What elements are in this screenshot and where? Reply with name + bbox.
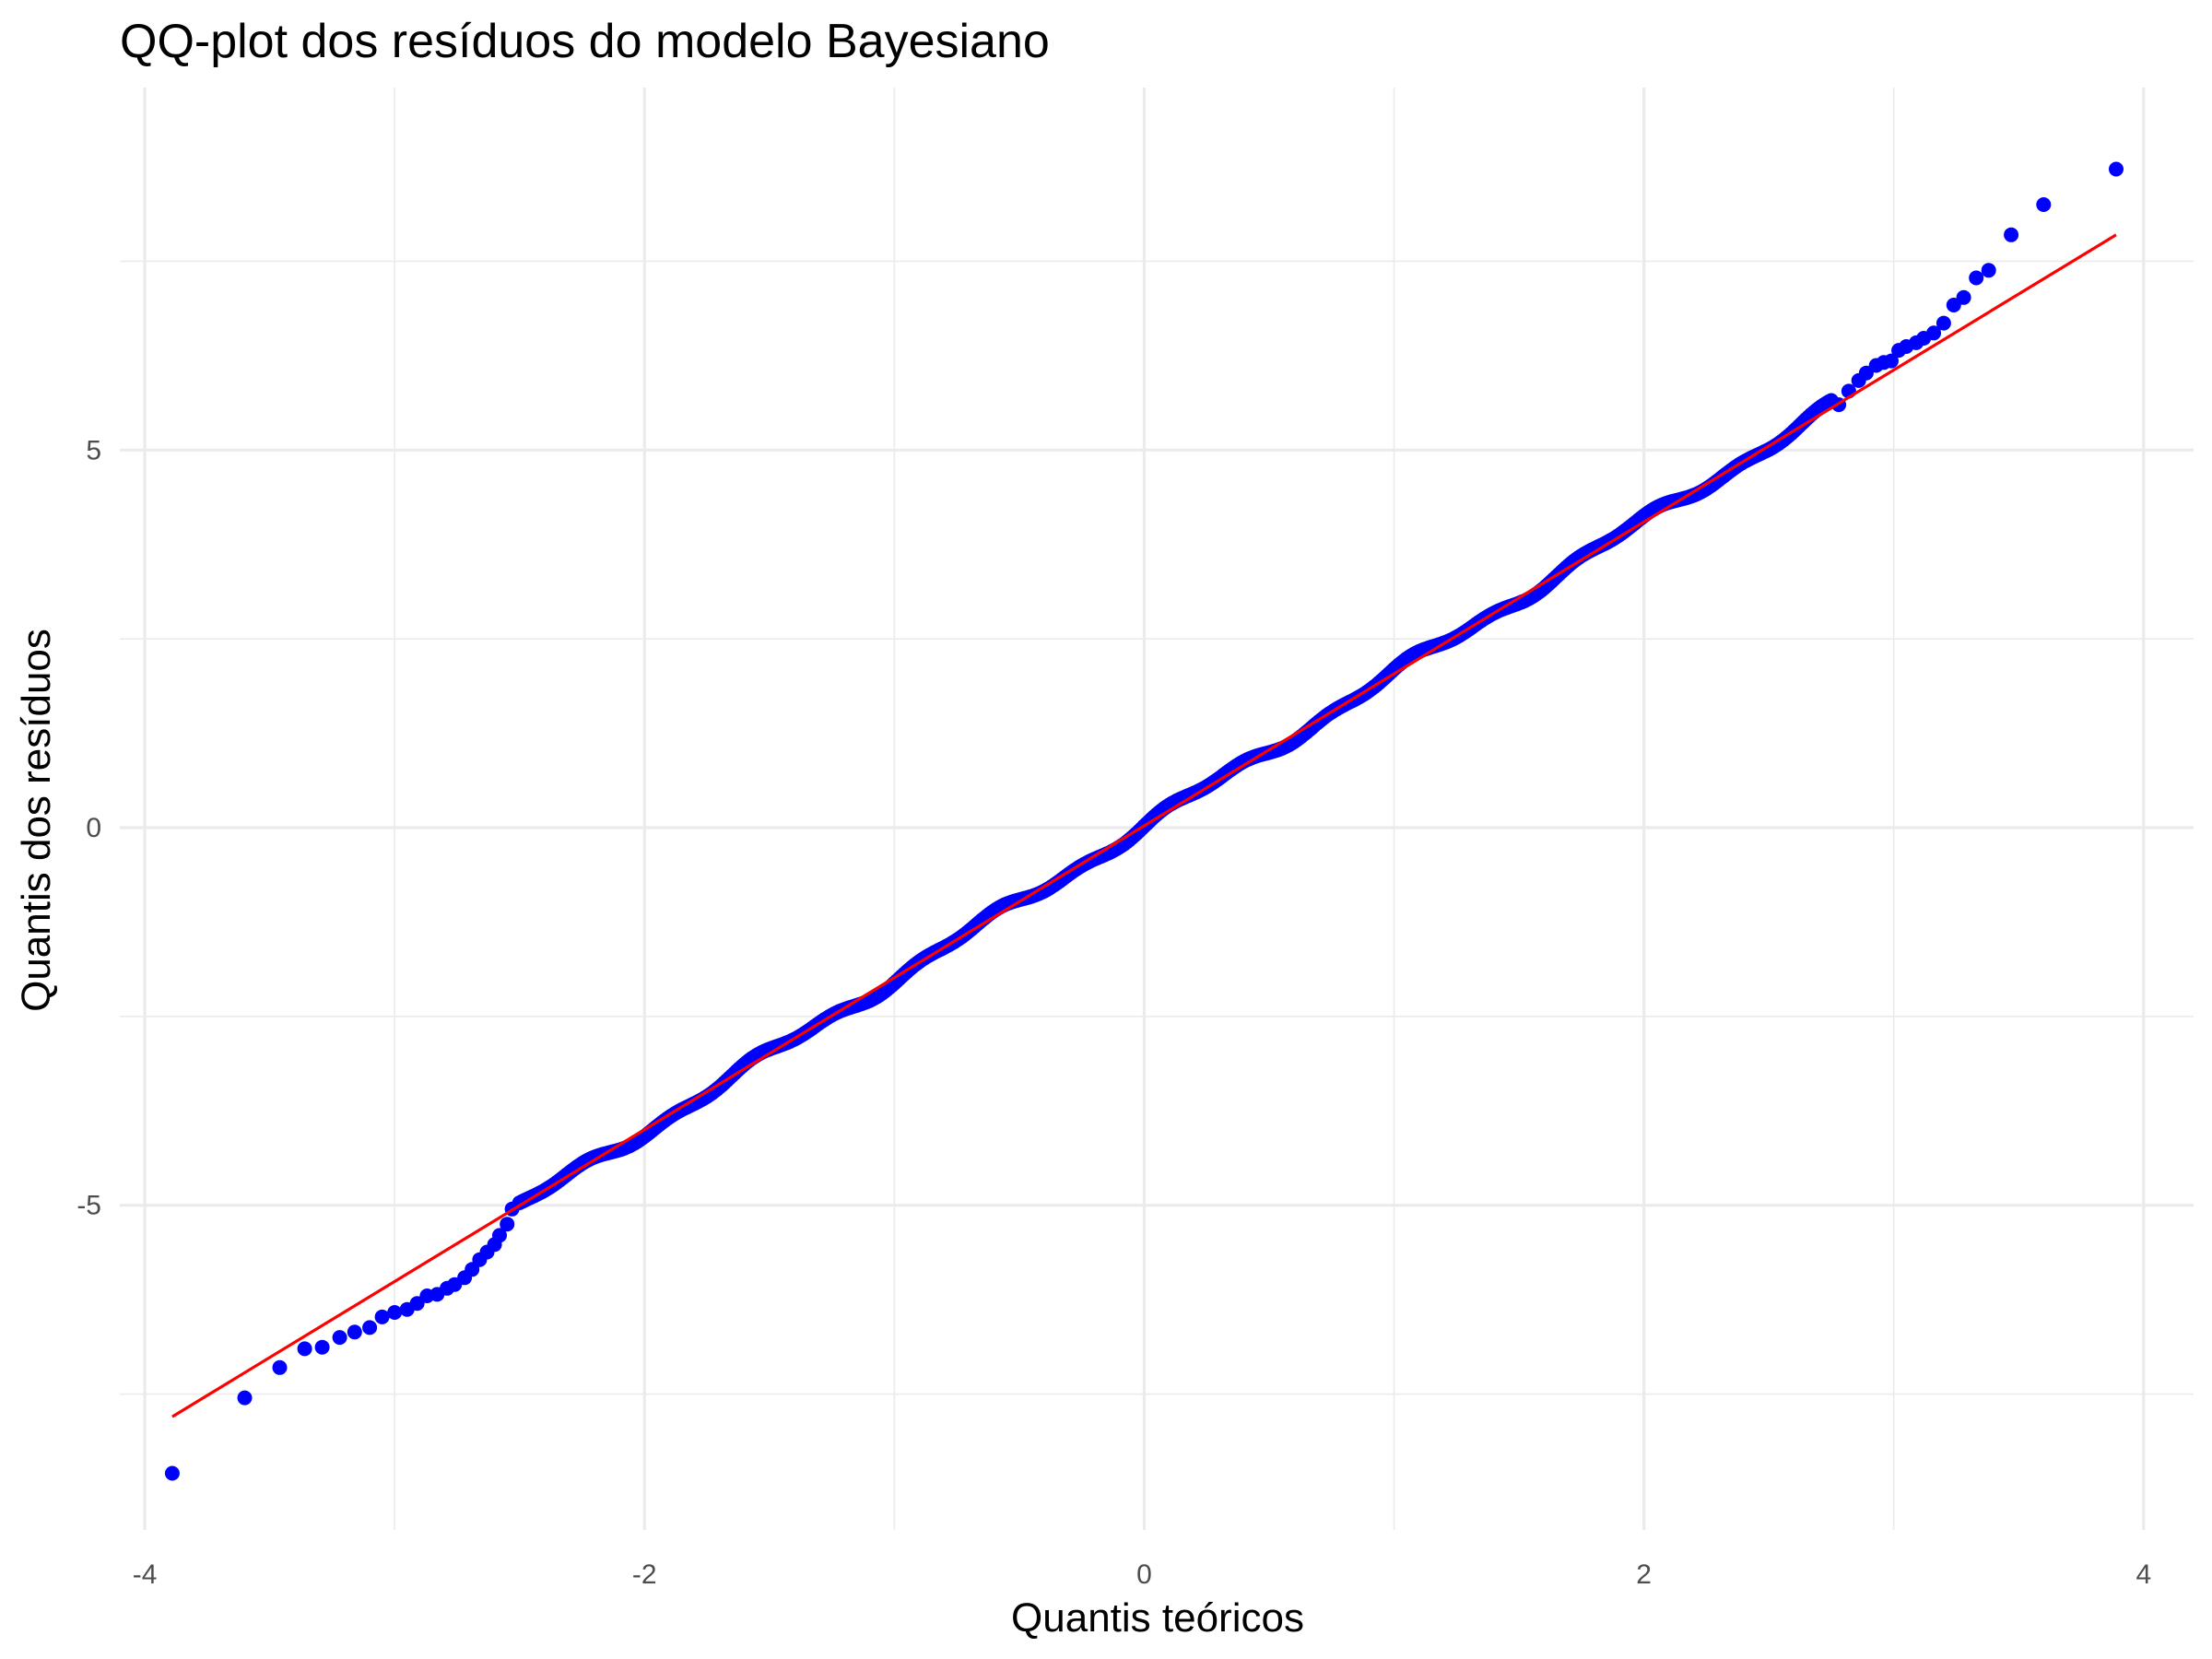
x-tick-label: 4 (2136, 1559, 2151, 1590)
data-point (272, 1359, 288, 1375)
y-tick-label: 0 (86, 813, 101, 843)
x-tick-label: -2 (632, 1559, 657, 1590)
data-point (2004, 227, 2019, 242)
x-axis-title: Quantis teóricos (1011, 1595, 1304, 1641)
data-point (332, 1330, 347, 1346)
data-point (237, 1390, 253, 1406)
data-point (314, 1339, 330, 1355)
data-point (1969, 270, 1984, 286)
x-tick-label: 2 (1636, 1559, 1652, 1590)
data-point (492, 1228, 507, 1243)
y-tick-label: -5 (76, 1191, 101, 1221)
data-point (362, 1320, 378, 1335)
reference-line-group (171, 233, 2117, 1418)
data-point (297, 1341, 312, 1357)
x-tick-label: -4 (133, 1559, 158, 1590)
data-point (387, 1305, 403, 1320)
data-point (1981, 263, 1996, 278)
data-point (500, 1217, 515, 1232)
data-point (1884, 353, 1899, 369)
reference-line (171, 233, 2117, 1418)
y-tick-label: 5 (86, 435, 101, 465)
data-point (347, 1324, 362, 1340)
x-tick-label: 0 (1136, 1559, 1152, 1590)
data-point (1936, 315, 1951, 331)
grid-lines (120, 88, 2194, 1530)
data-point (2109, 161, 2124, 177)
data-point (1956, 289, 1971, 305)
y-axis-title: Quantis dos resíduos (14, 629, 59, 1012)
data-point (2036, 197, 2052, 212)
chart-title: QQ-plot dos resíduos do modelo Bayesiano (120, 15, 1050, 68)
data-point (374, 1309, 390, 1324)
data-point (164, 1465, 180, 1481)
data-point (1926, 325, 1942, 341)
tick-labels: -4 -2 0 2 4 -5 0 5 (76, 435, 2151, 1590)
